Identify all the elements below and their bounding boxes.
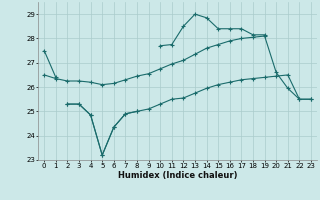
X-axis label: Humidex (Indice chaleur): Humidex (Indice chaleur) <box>118 171 237 180</box>
